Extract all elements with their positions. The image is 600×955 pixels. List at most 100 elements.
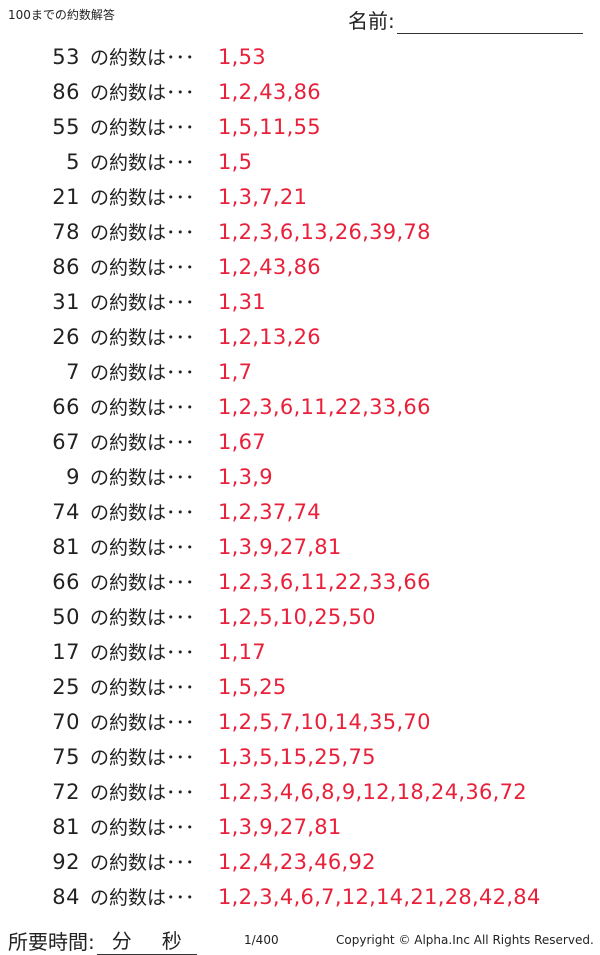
- answer-row: 67 の約数は･･･ 1,67: [0, 424, 600, 459]
- divisors-answer: 1,2,4,23,46,92: [218, 849, 376, 874]
- row-label: の約数は･･･: [90, 502, 195, 524]
- answer-row: 78 の約数は･･･ 1,2,3,6,13,26,39,78: [0, 214, 600, 249]
- divisors-answer: 1,2,3,4,6,8,9,12,18,24,36,72: [218, 779, 527, 804]
- row-label: の約数は･･･: [90, 117, 195, 139]
- row-label: の約数は･･･: [90, 292, 195, 314]
- copyright: Copyright © Alpha.Inc All Rights Reserve…: [336, 933, 594, 947]
- divisors-answer: 1,3,9,27,81: [218, 814, 342, 839]
- divisors-answer: 1,2,43,86: [218, 254, 321, 279]
- time-label: 所要時間:: [8, 930, 95, 954]
- divisors-answer: 1,3,9: [218, 464, 273, 489]
- row-label: の約数は･･･: [90, 327, 195, 349]
- divisors-answer: 1,2,5,7,10,14,35,70: [218, 709, 431, 734]
- row-label: の約数は･･･: [90, 222, 195, 244]
- row-label: の約数は･･･: [90, 257, 195, 279]
- divisors-answer: 1,2,5,10,25,50: [218, 604, 376, 629]
- row-label: の約数は･･･: [90, 432, 195, 454]
- divisors-answer: 1,2,43,86: [218, 79, 321, 104]
- worksheet-title: 100までの約数解答: [8, 8, 115, 22]
- answer-row: 31 の約数は･･･ 1,31: [0, 284, 600, 319]
- answer-row: 74 の約数は･･･ 1,2,37,74: [0, 494, 600, 529]
- number: 5: [66, 149, 80, 174]
- number: 86: [52, 254, 80, 279]
- row-label: の約数は･･･: [90, 47, 195, 69]
- number: 9: [66, 464, 80, 489]
- name-blank-line: [396, 13, 583, 34]
- answer-row: 25 の約数は･･･ 1,5,25: [0, 669, 600, 704]
- time-blank-line: 分 秒: [96, 925, 197, 955]
- row-label: の約数は･･･: [90, 642, 195, 664]
- name-label: 名前:: [348, 9, 395, 33]
- time-field: 所要時間: 分 秒: [8, 925, 197, 955]
- answer-row: 21 の約数は･･･ 1,3,7,21: [0, 179, 600, 214]
- divisors-answer: 1,67: [218, 429, 266, 454]
- divisors-answer: 1,2,3,4,6,7,12,14,21,28,42,84: [218, 884, 541, 909]
- number: 17: [52, 639, 80, 664]
- number: 72: [52, 779, 80, 804]
- divisors-answer: 1,2,37,74: [218, 499, 321, 524]
- answer-row: 9 の約数は･･･ 1,3,9: [0, 459, 600, 494]
- number: 92: [52, 849, 80, 874]
- answer-row: 50 の約数は･･･ 1,2,5,10,25,50: [0, 599, 600, 634]
- number: 74: [52, 499, 80, 524]
- number: 75: [52, 744, 80, 769]
- number: 78: [52, 219, 80, 244]
- row-label: の約数は･･･: [90, 152, 195, 174]
- number: 66: [52, 569, 80, 594]
- number: 81: [52, 534, 80, 559]
- divisors-answer: 1,3,9,27,81: [218, 534, 342, 559]
- row-label: の約数は･･･: [90, 852, 195, 874]
- row-label: の約数は･･･: [90, 467, 195, 489]
- number: 86: [52, 79, 80, 104]
- row-label: の約数は･･･: [90, 572, 195, 594]
- page-number: 1/400: [244, 933, 279, 947]
- divisors-answer: 1,53: [218, 44, 266, 69]
- answer-row: 55 の約数は･･･ 1,5,11,55: [0, 109, 600, 144]
- number: 84: [52, 884, 80, 909]
- row-label: の約数は･･･: [90, 747, 195, 769]
- answer-row: 92 の約数は･･･ 1,2,4,23,46,92: [0, 844, 600, 879]
- seconds-label: 秒: [161, 929, 182, 953]
- number: 55: [52, 114, 80, 139]
- divisors-answer: 1,5: [218, 149, 253, 174]
- divisors-answer: 1,5,11,55: [218, 114, 321, 139]
- divisors-answer: 1,2,3,6,11,22,33,66: [218, 394, 431, 419]
- row-label: の約数は･･･: [90, 607, 195, 629]
- number: 53: [52, 44, 80, 69]
- answer-row: 66 の約数は･･･ 1,2,3,6,11,22,33,66: [0, 564, 600, 599]
- divisors-answer: 1,5,25: [218, 674, 287, 699]
- number: 7: [66, 359, 80, 384]
- divisors-answer: 1,31: [218, 289, 266, 314]
- answer-row: 5 の約数は･･･ 1,5: [0, 144, 600, 179]
- answer-row: 53 の約数は･･･ 1,53: [0, 39, 600, 74]
- row-label: の約数は･･･: [90, 677, 195, 699]
- row-label: の約数は･･･: [90, 887, 195, 909]
- row-label: の約数は･･･: [90, 712, 195, 734]
- minutes-label: 分: [111, 929, 132, 953]
- row-label: の約数は･･･: [90, 537, 195, 559]
- answer-row: 75 の約数は･･･ 1,3,5,15,25,75: [0, 739, 600, 774]
- divisors-answer: 1,2,3,6,13,26,39,78: [218, 219, 431, 244]
- answer-row: 81 の約数は･･･ 1,3,9,27,81: [0, 809, 600, 844]
- number: 21: [52, 184, 80, 209]
- row-label: の約数は･･･: [90, 782, 195, 804]
- answer-row: 72 の約数は･･･ 1,2,3,4,6,8,9,12,18,24,36,72: [0, 774, 600, 809]
- number: 67: [52, 429, 80, 454]
- answer-row: 86 の約数は･･･ 1,2,43,86: [0, 74, 600, 109]
- row-label: の約数は･･･: [90, 397, 195, 419]
- answer-row: 84 の約数は･･･ 1,2,3,4,6,7,12,14,21,28,42,84: [0, 879, 600, 914]
- answer-row: 81 の約数は･･･ 1,3,9,27,81: [0, 529, 600, 564]
- number: 25: [52, 674, 80, 699]
- divisors-answer: 1,3,5,15,25,75: [218, 744, 376, 769]
- answer-row: 17 の約数は･･･ 1,17: [0, 634, 600, 669]
- row-label: の約数は･･･: [90, 362, 195, 384]
- answer-row: 7 の約数は･･･ 1,7: [0, 354, 600, 389]
- divisors-answer: 1,2,3,6,11,22,33,66: [218, 569, 431, 594]
- name-field: 名前:: [348, 5, 583, 34]
- row-label: の約数は･･･: [90, 82, 195, 104]
- divisors-answer: 1,17: [218, 639, 266, 664]
- answer-row: 66 の約数は･･･ 1,2,3,6,11,22,33,66: [0, 389, 600, 424]
- number: 26: [52, 324, 80, 349]
- answer-row: 26 の約数は･･･ 1,2,13,26: [0, 319, 600, 354]
- divisors-answer: 1,3,7,21: [218, 184, 308, 209]
